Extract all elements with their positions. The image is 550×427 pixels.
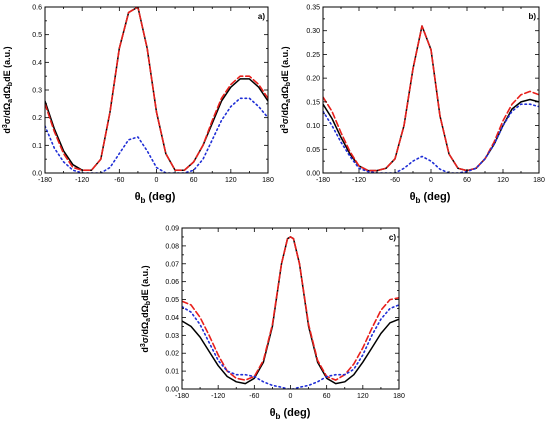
x-tick-label: -180 — [175, 393, 189, 400]
y-tick-label: 0.02 — [165, 351, 179, 358]
y-axis-label: d3σ/dΩadΩbdE (a.u.) — [280, 46, 292, 133]
x-tick-label: -180 — [316, 177, 330, 184]
y-tick-label: 0.2 — [32, 115, 42, 122]
plot-area — [45, 7, 268, 173]
series-solid-line — [45, 7, 268, 171]
x-tick-label: -180 — [38, 177, 52, 184]
y-tick-label: 0.07 — [165, 261, 179, 268]
x-axis-label: θb (deg) — [135, 191, 176, 205]
y-tick-label: 0.01 — [165, 369, 179, 376]
y-tick-label: 0.5 — [32, 32, 42, 39]
panel-label: b) — [528, 12, 536, 21]
series-dotted-line — [323, 103, 539, 173]
y-tick-label: 0.6 — [32, 5, 42, 12]
y-tick-label: 0.3 — [32, 88, 42, 95]
x-tick-label: 120 — [225, 177, 237, 184]
plot-frame — [181, 227, 400, 390]
x-tick-label: 180 — [262, 177, 274, 184]
x-axis-label: θb (deg) — [270, 407, 311, 421]
plot-frame — [322, 6, 540, 174]
y-tick-label: 0.10 — [306, 123, 320, 130]
series-solid-line — [323, 25, 539, 172]
x-tick-label: 180 — [533, 177, 545, 184]
y-tick-label: 0.05 — [165, 297, 179, 304]
chart-panel-c: -180 -120 -60 0 60 120 180 0.00 0.01 0.02 0.03 0.04… — [140, 226, 405, 422]
y-tick-label: 0.09 — [165, 226, 179, 233]
plot-frame — [44, 6, 269, 174]
x-axis-label: θb (deg) — [410, 191, 451, 205]
x-tick-label: 0 — [289, 393, 293, 400]
panel-label: a) — [258, 12, 265, 21]
x-tick-label: 0 — [155, 177, 159, 184]
y-tick-label: 0.00 — [165, 387, 179, 394]
x-tick-label: 60 — [463, 177, 471, 184]
y-tick-label: 0.20 — [306, 76, 320, 83]
y-axis-label: d3σ/dΩadΩbdE (a.u.) — [2, 46, 14, 133]
x-tick-label: -60 — [114, 177, 124, 184]
y-axis-label: d3σ/dΩadΩbdE (a.u.) — [140, 265, 152, 352]
plot-area — [182, 236, 399, 389]
series-dashed-line — [182, 236, 399, 381]
y-tick-label: 0.04 — [165, 315, 179, 322]
x-tick-label: 120 — [497, 177, 509, 184]
panel-label: c) — [389, 233, 396, 242]
y-tick-label: 0.1 — [32, 143, 42, 150]
series-dashed-line — [45, 7, 268, 171]
y-tick-label: 0.30 — [306, 28, 320, 35]
y-tick-label: 0.4 — [32, 60, 42, 67]
x-tick-label: 60 — [190, 177, 198, 184]
series-solid-line — [182, 236, 399, 385]
y-tick-label: 0.25 — [306, 52, 320, 59]
y-tick-label: 0.05 — [306, 147, 320, 154]
x-tick-label: 60 — [323, 393, 331, 400]
y-tick-label: 0.00 — [306, 171, 320, 178]
x-tick-label: 180 — [393, 393, 405, 400]
x-tick-label: -60 — [390, 177, 400, 184]
x-tick-label: -60 — [249, 393, 259, 400]
x-tick-label: -120 — [75, 177, 89, 184]
plot-area — [323, 25, 539, 173]
x-tick-label: 120 — [357, 393, 369, 400]
y-tick-label: 0.08 — [165, 243, 179, 250]
x-tick-label: -120 — [211, 393, 225, 400]
x-tick-label: -120 — [352, 177, 366, 184]
series-dotted-line — [182, 304, 399, 389]
y-tick-label: 0.06 — [165, 279, 179, 286]
x-tick-label: 0 — [429, 177, 433, 184]
chart-panel-a: -180 -120 -60 0 60 120 180 0.0 0.1 0.2 0.3 0.4 0.5 0.… — [2, 5, 274, 206]
series-dashed-line — [323, 25, 539, 172]
y-tick-label: 0.35 — [306, 5, 320, 12]
chart-panel-b: -180 -120 -60 0 60 120 180 0.00 0.05 0.10 0.15 0.20… — [280, 5, 545, 206]
y-tick-label: 0.15 — [306, 99, 320, 106]
y-tick-label: 0.03 — [165, 333, 179, 340]
series-dotted-line — [45, 97, 268, 173]
y-tick-label: 0.0 — [32, 171, 42, 178]
